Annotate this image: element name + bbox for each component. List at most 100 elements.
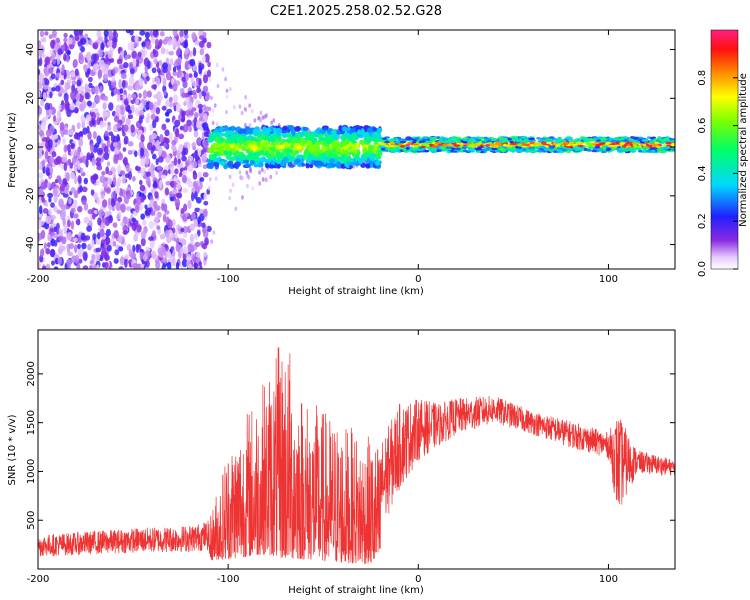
spectrogram-cell (120, 72, 127, 80)
spectrogram-cell (378, 136, 383, 139)
spectrogram-cell (162, 39, 168, 45)
spectrogram-cell (64, 188, 69, 195)
spectrogram-cell (484, 137, 491, 141)
spectrogram-cell (42, 165, 46, 174)
spectrogram-cell (97, 49, 103, 58)
spectrogram-cell (498, 137, 504, 140)
spectrogram-cell (461, 146, 468, 150)
spectrogram-cell (175, 261, 180, 269)
spectrogram-cell (262, 126, 267, 133)
spectrogram-cell (53, 240, 58, 247)
tick-label: -40 (25, 236, 36, 252)
spectrogram-cell (266, 153, 274, 159)
spectrogram-cell (124, 55, 128, 61)
spectrogram-cell (148, 220, 154, 230)
spectrogram-cell (51, 151, 57, 158)
spectrogram-cell (520, 141, 525, 145)
spectrogram-cell (181, 92, 186, 99)
tick-label: 2000 (26, 361, 37, 386)
spectrogram-cell (198, 91, 202, 100)
spectrogram-cell (268, 149, 273, 154)
spectrogram-cell (67, 129, 74, 136)
spectrogram-cell (187, 181, 194, 188)
spectrogram-cell (52, 114, 57, 122)
spectrogram-cell (172, 218, 176, 228)
spectrogram-cell (182, 124, 189, 133)
spectrogram-cell (53, 133, 59, 140)
spectrogram-cell (261, 177, 265, 182)
spectrogram-cell (636, 147, 641, 151)
spectrogram-cell (405, 136, 412, 139)
spectrogram-cell (234, 161, 241, 168)
spectrogram-cell (56, 175, 61, 181)
spectrogram-cell (181, 155, 187, 162)
spectrogram-cell (95, 112, 100, 118)
spectrogram-cell (123, 135, 129, 145)
spectrogram-cell (152, 145, 156, 152)
spectrogram-cell (533, 142, 539, 146)
spectrogram-cell (600, 139, 606, 143)
spectrogram-cell (178, 172, 183, 178)
spectrogram-cell (40, 229, 46, 240)
spectrogram-cell (521, 148, 527, 151)
spectrogram-cell (189, 58, 196, 67)
spectrogram-cell (213, 103, 217, 108)
spectrogram-cell (88, 219, 93, 227)
spectrogram-cell (160, 174, 167, 180)
spectrogram-cell (478, 137, 483, 140)
spectrogram-cell (246, 173, 250, 179)
spectrogram-cell (250, 109, 254, 114)
spectrogram-cell (336, 143, 343, 147)
spectrogram-cell (153, 94, 158, 99)
spectrogram-cell (303, 153, 309, 158)
spectrogram-cell (207, 136, 214, 143)
spectrogram-cell (138, 102, 145, 111)
spectrogram-cell (86, 225, 92, 232)
spectrogram-cell (208, 162, 215, 169)
spectrogram-cell (53, 194, 58, 203)
spectrogram-cell (132, 262, 139, 269)
spectrogram-cell (317, 149, 324, 155)
spectrogram-cell (38, 232, 41, 242)
spectrogram-cell (98, 209, 105, 218)
spectrogram-cell (250, 155, 258, 161)
spectrogram-cell (77, 243, 81, 250)
spectrogram-cell (432, 147, 438, 150)
spectrogram-cell (58, 228, 64, 237)
spectrogram-cell (163, 203, 168, 212)
spectrogram-cell (167, 219, 173, 229)
spectrogram-cell (164, 129, 170, 137)
spectrogram-cell (82, 251, 88, 261)
spectrogram-cell (96, 117, 101, 126)
spectrogram-cell (117, 234, 123, 244)
spectrogram-cell (111, 75, 116, 83)
spectrogram-cell (183, 34, 189, 40)
spectrogram-cell (73, 237, 78, 243)
tick-label: 1000 (26, 459, 37, 484)
spectrogram-cell (421, 145, 425, 148)
spectrogram-cell (225, 88, 229, 94)
spectrogram-cell (275, 170, 278, 176)
snr-series-line (38, 347, 675, 564)
spectrogram-cell (248, 103, 252, 108)
spectrogram-cell (38, 129, 44, 137)
spectrogram-cell (130, 124, 135, 133)
spectrogram-cell (247, 135, 255, 141)
spectrogram-cell (229, 188, 232, 193)
spectrogram-cell (594, 145, 601, 149)
spectrogram-cell (230, 156, 236, 161)
spectrogram-cell (248, 123, 252, 128)
spectrogram-cell (223, 150, 229, 156)
spectrogram-cell (115, 123, 122, 129)
spectrogram-cell (127, 114, 134, 120)
spectrogram-cell (170, 167, 174, 177)
tick-label: 0.6 (697, 118, 708, 134)
spectrogram-cell (59, 183, 66, 192)
spectrogram-cell (462, 137, 469, 140)
spectrogram-cell (52, 58, 57, 65)
spectrogram-cell (455, 147, 461, 151)
spectrogram-cell (595, 143, 602, 147)
spectrogram-cell (142, 253, 148, 262)
spectrogram-cell (119, 256, 125, 266)
spectrogram-cell (214, 176, 218, 181)
